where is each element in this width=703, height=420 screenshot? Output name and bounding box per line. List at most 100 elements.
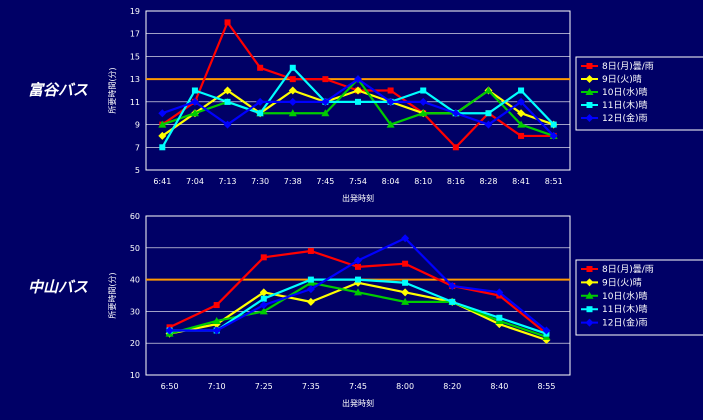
chart1-x-tick-label: 7:13 (219, 177, 237, 186)
chart1-series-1-point (289, 76, 296, 83)
chart1-x-tick-label: 7:38 (284, 177, 302, 186)
chart2-legend-label-5: 12日(金)雨 (602, 317, 647, 329)
chart1-x-axis-title: 出発時刻 (342, 193, 374, 203)
chart1-legend-label-2: 9日(火)晴 (602, 73, 642, 85)
chart1-series-1-line (161, 21, 554, 149)
chart1-series-3-point (288, 109, 297, 117)
chart1-series-2-point (288, 86, 297, 95)
chart1-series-5-point (484, 120, 493, 129)
chart1-legend-marker-1 (586, 63, 593, 69)
chart1-y-tick-label: 7 (135, 143, 140, 152)
chart2-x-axis-title: 出発時刻 (342, 398, 374, 408)
chart1-series-5-point (190, 97, 199, 106)
chart1-series-5-point (288, 97, 297, 106)
chart2-series-2-point (306, 297, 315, 306)
chart1-series-3-point (419, 109, 428, 117)
chart2-series-3-point (259, 307, 268, 315)
chart2-y-tick-label: 60 (130, 212, 140, 221)
chart1-series-5-point (354, 75, 362, 84)
route-label-nakayama: 中山バス (28, 278, 89, 296)
chart1-x-tick-label: 8:16 (447, 177, 465, 186)
chart2-series-4-point (402, 279, 409, 286)
chart2-series-5-point (212, 326, 221, 335)
chart2-series-1-point (213, 302, 220, 309)
chart2-series-5-point (306, 285, 315, 294)
chart1-series-4-point (191, 87, 198, 94)
chart2-series-3-point (354, 288, 362, 296)
chart1-series-2-point (223, 86, 232, 95)
chart1-series-1-point (387, 87, 394, 94)
chart1-series-2-point (158, 131, 167, 140)
chart1-x-tick-label: 8:41 (512, 177, 530, 186)
chart2-x-tick-label: 7:10 (208, 382, 226, 391)
chart2-legend-marker-3 (585, 291, 594, 299)
chart1-series-3-point (158, 120, 167, 128)
chart1-x-tick-label: 8:04 (382, 177, 400, 186)
chart2-series-1-point (355, 263, 361, 270)
chart1-series-1-point (257, 64, 264, 71)
chart1-series-3-point (517, 120, 526, 128)
chart1-x-tick-label: 6:41 (153, 177, 171, 186)
chart1-x-tick-label: 8:10 (414, 177, 432, 186)
chart2-series-4-point (449, 298, 456, 305)
chart1-series-5-point (158, 109, 167, 118)
chart2-x-tick-label: 6:50 (161, 382, 179, 391)
chart1-series-4-point (550, 121, 557, 128)
chart1-x-tick-label: 7:45 (316, 177, 334, 186)
chart1-series-1-point (224, 19, 231, 26)
chart2-series-5-point (448, 281, 457, 290)
chart2-series-5-point (542, 326, 551, 335)
chart1-series-4-point (159, 144, 166, 151)
chart2-series-4-point (496, 314, 503, 321)
chart2-x-tick-label: 8:20 (443, 382, 461, 391)
chart1-y-tick-label: 13 (130, 75, 140, 84)
chart1-legend-label-1: 8日(月)曇/雨 (602, 61, 654, 72)
chart1-series-5-point (549, 131, 558, 140)
chart2-y-tick-label: 50 (130, 244, 140, 253)
chart2-series-2-point (259, 288, 268, 297)
chart2-legend-label-4: 11日(木)晴 (602, 303, 647, 315)
chart1-series-1-point (518, 132, 525, 139)
chart1-series-4-point (224, 98, 231, 105)
chart1-series-5-point (451, 109, 460, 118)
chart1-x-tick-label: 8:28 (479, 177, 497, 186)
chart1-series-4-point (518, 87, 525, 94)
chart1-series-2-point (517, 109, 526, 118)
chart2-x-tick-label: 7:25 (255, 382, 273, 391)
chart1-legend-marker-4 (586, 102, 593, 108)
chart1-series-5-point (517, 97, 526, 106)
chart1-x-tick-label: 7:04 (186, 177, 204, 186)
chart2-legend-marker-5 (585, 318, 594, 327)
chart2-y-tick-label: 40 (130, 276, 140, 285)
chart1-y-tick-label: 5 (135, 166, 140, 175)
chart2-legend-label-2: 9日(火)晴 (602, 276, 642, 288)
chart2-series-4-point (355, 276, 361, 283)
chart2-series-4-point (260, 295, 267, 302)
chart1-x-tick-label: 7:54 (349, 177, 367, 186)
chart1-series-5-point (223, 120, 232, 129)
chart1-series-4-point (485, 110, 492, 117)
chart1-y-tick-label: 11 (130, 98, 140, 107)
chart2-series-5-point (354, 256, 362, 265)
chart1-y-axis-title: 所要時間(分) (107, 67, 117, 113)
chart2-series-4-point (307, 276, 314, 283)
chart1-y-tick-label: 17 (130, 30, 140, 39)
chart1-series-4-point (289, 64, 296, 71)
chart1-series-4-point (420, 87, 427, 94)
chart1-series-3-point (484, 86, 493, 94)
chart1-x-tick-label: 8:51 (545, 177, 563, 186)
chart2-series-1-point (402, 260, 409, 267)
chart1-series-2-point (354, 86, 362, 95)
chart1-y-tick-label: 9 (135, 121, 140, 130)
chart2-series-5-point (401, 234, 410, 243)
chart1-y-tick-label: 15 (130, 52, 140, 61)
chart2-y-tick-label: 10 (130, 371, 140, 380)
chart1-series-4-point (355, 98, 361, 105)
chart2-x-tick-label: 7:35 (302, 382, 320, 391)
chart2-plot-area (145, 215, 571, 376)
chart1-series-3-point (321, 109, 330, 117)
chart2-series-5-point (495, 288, 504, 297)
chart2-x-tick-label: 8:55 (537, 382, 555, 391)
chart1-series-3-point (386, 120, 395, 128)
